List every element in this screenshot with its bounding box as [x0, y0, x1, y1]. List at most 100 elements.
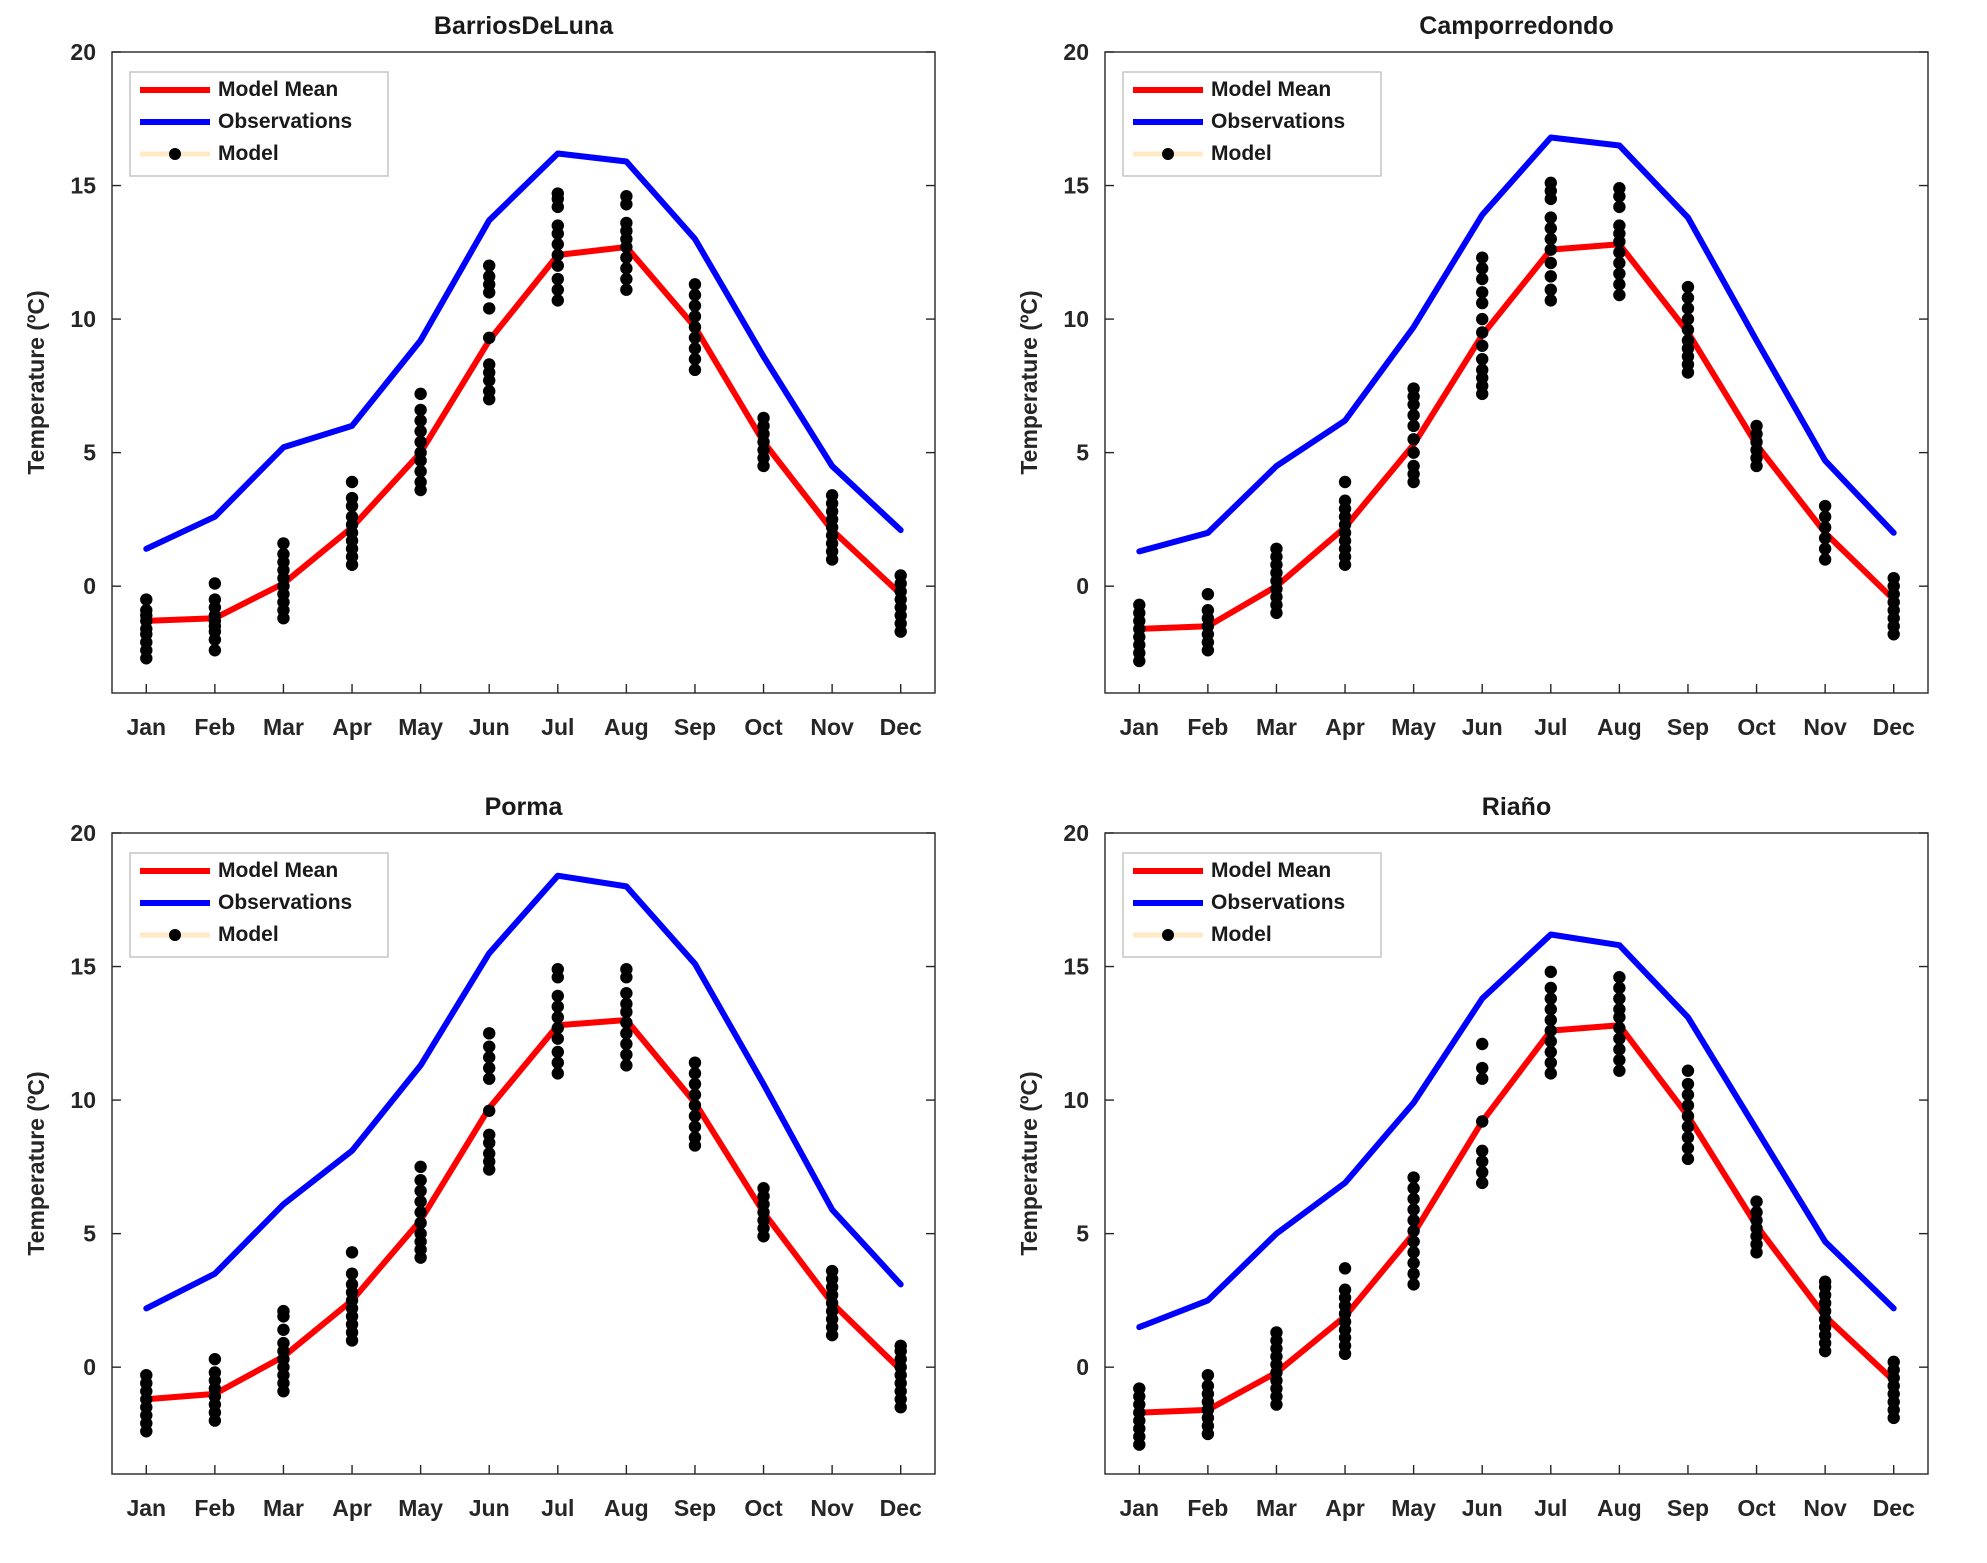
legend-label: Model Mean — [218, 78, 338, 101]
y-tick-label: 10 — [1063, 306, 1089, 332]
y-tick-label: 20 — [1063, 820, 1089, 846]
model-point — [1544, 256, 1557, 270]
x-tick-label: Oct — [1737, 714, 1776, 740]
model-point — [620, 216, 633, 230]
model-point — [1407, 1267, 1420, 1280]
model-point — [1681, 1152, 1695, 1166]
y-tick-label: 15 — [1063, 954, 1089, 980]
model-point — [483, 358, 496, 371]
model-point — [688, 299, 702, 312]
model-point — [1681, 334, 1695, 347]
model-point — [620, 987, 633, 1000]
model-point — [1613, 219, 1626, 232]
model-point — [1613, 278, 1626, 291]
y-tick-label: 10 — [1063, 1087, 1089, 1113]
x-tick-label: Sep — [674, 1495, 716, 1521]
model-point — [1476, 1072, 1489, 1085]
model-point — [1613, 246, 1626, 259]
x-tick-label: Dec — [880, 714, 922, 740]
y-axis-label: Temperature (ºC) — [1016, 290, 1042, 474]
model-point — [1613, 182, 1626, 195]
x-tick-label: Jan — [126, 714, 166, 740]
y-tick-label: 15 — [70, 173, 96, 199]
y-tick-label: 10 — [70, 306, 96, 332]
model-point — [620, 190, 633, 203]
model-point — [1476, 286, 1489, 299]
chart-panel-barriosdeluna: BarriosDeLuna 0 5 10 15 20 Jan Feb Mar Apr May Jun J… — [0, 0, 993, 781]
model-point — [688, 1088, 702, 1101]
model-point — [1750, 419, 1763, 433]
model-point — [1544, 283, 1557, 296]
x-tick-label: Apr — [1325, 1495, 1365, 1521]
x-tick-label: Mar — [263, 1495, 304, 1521]
model-point — [1613, 200, 1626, 214]
y-tick-label: 20 — [70, 820, 96, 846]
legend-swatch-model-marker — [169, 148, 181, 160]
x-tick-label: Apr — [332, 714, 372, 740]
y-tick-label: 0 — [1076, 573, 1089, 599]
x-tick-label: Dec — [1873, 714, 1915, 740]
chart-svg: BarriosDeLuna 0 5 10 15 20 Jan Feb Mar Apr May Jun J… — [23, 12, 936, 740]
model-point — [757, 1182, 770, 1195]
series-line-observations — [1136, 931, 1897, 1331]
model-point — [1544, 1024, 1557, 1037]
model-point — [1613, 981, 1626, 995]
model-point — [277, 1304, 290, 1318]
x-tick-label: Feb — [1187, 1495, 1228, 1521]
model-point — [688, 1109, 702, 1123]
model-point — [620, 283, 633, 296]
model-point — [483, 384, 496, 398]
x-tick-label: Jan — [1119, 1495, 1159, 1521]
model-point — [1407, 1192, 1420, 1206]
model-point — [140, 593, 153, 606]
model-point — [688, 1099, 702, 1112]
model-point — [688, 278, 702, 291]
model-point — [1476, 1144, 1489, 1158]
model-point — [551, 1067, 564, 1080]
model-point — [688, 288, 702, 302]
y-axis-label: Temperature (ºC) — [1016, 1071, 1042, 1255]
model-point — [551, 238, 564, 251]
x-tick-label: May — [1391, 714, 1436, 740]
model-point — [688, 1120, 702, 1133]
legend: Model Mean Observations Model — [129, 71, 389, 177]
model-point — [894, 569, 907, 582]
y-tick-label: 5 — [83, 440, 96, 466]
x-tick-label: Sep — [674, 714, 716, 740]
model-point — [414, 1174, 427, 1187]
model-point — [345, 1267, 359, 1280]
model-point — [483, 270, 496, 283]
model-point — [1818, 499, 1832, 513]
model-point — [1476, 1165, 1489, 1179]
model-point — [208, 1352, 222, 1366]
model-point — [551, 294, 564, 307]
model-point — [1338, 475, 1352, 489]
model-point — [1407, 382, 1420, 395]
model-point — [1887, 1355, 1900, 1369]
model-point — [551, 283, 564, 296]
model-point — [757, 411, 770, 425]
model-point — [620, 963, 633, 976]
x-tick-label: Nov — [1803, 714, 1847, 740]
model-point — [1201, 587, 1215, 601]
legend-label: Observations — [1211, 891, 1345, 914]
x-tick-label: Jul — [541, 1495, 574, 1521]
model-point — [688, 331, 702, 344]
model-point — [1613, 971, 1626, 984]
legend-swatch-model-marker — [1162, 929, 1174, 941]
model-point — [1201, 604, 1215, 617]
legend-label: Observations — [218, 110, 352, 133]
x-tick-label: Jan — [1119, 714, 1159, 740]
model-point — [1407, 409, 1420, 422]
x-tick-label: Feb — [194, 1495, 235, 1521]
model-point — [1407, 1278, 1420, 1291]
legend-label: Model — [1211, 923, 1272, 946]
x-tick-label: Jul — [541, 714, 574, 740]
legend: Model Mean Observations Model — [1122, 852, 1382, 958]
model-point — [483, 1061, 496, 1075]
model-point — [551, 1056, 564, 1069]
chart-panel-camporredondo: Camporredondo 0 5 10 15 20 Jan Feb Mar Apr May Jun J… — [993, 0, 1986, 781]
model-point — [1681, 1120, 1695, 1133]
model-point — [620, 262, 633, 275]
model-point — [620, 1027, 633, 1040]
